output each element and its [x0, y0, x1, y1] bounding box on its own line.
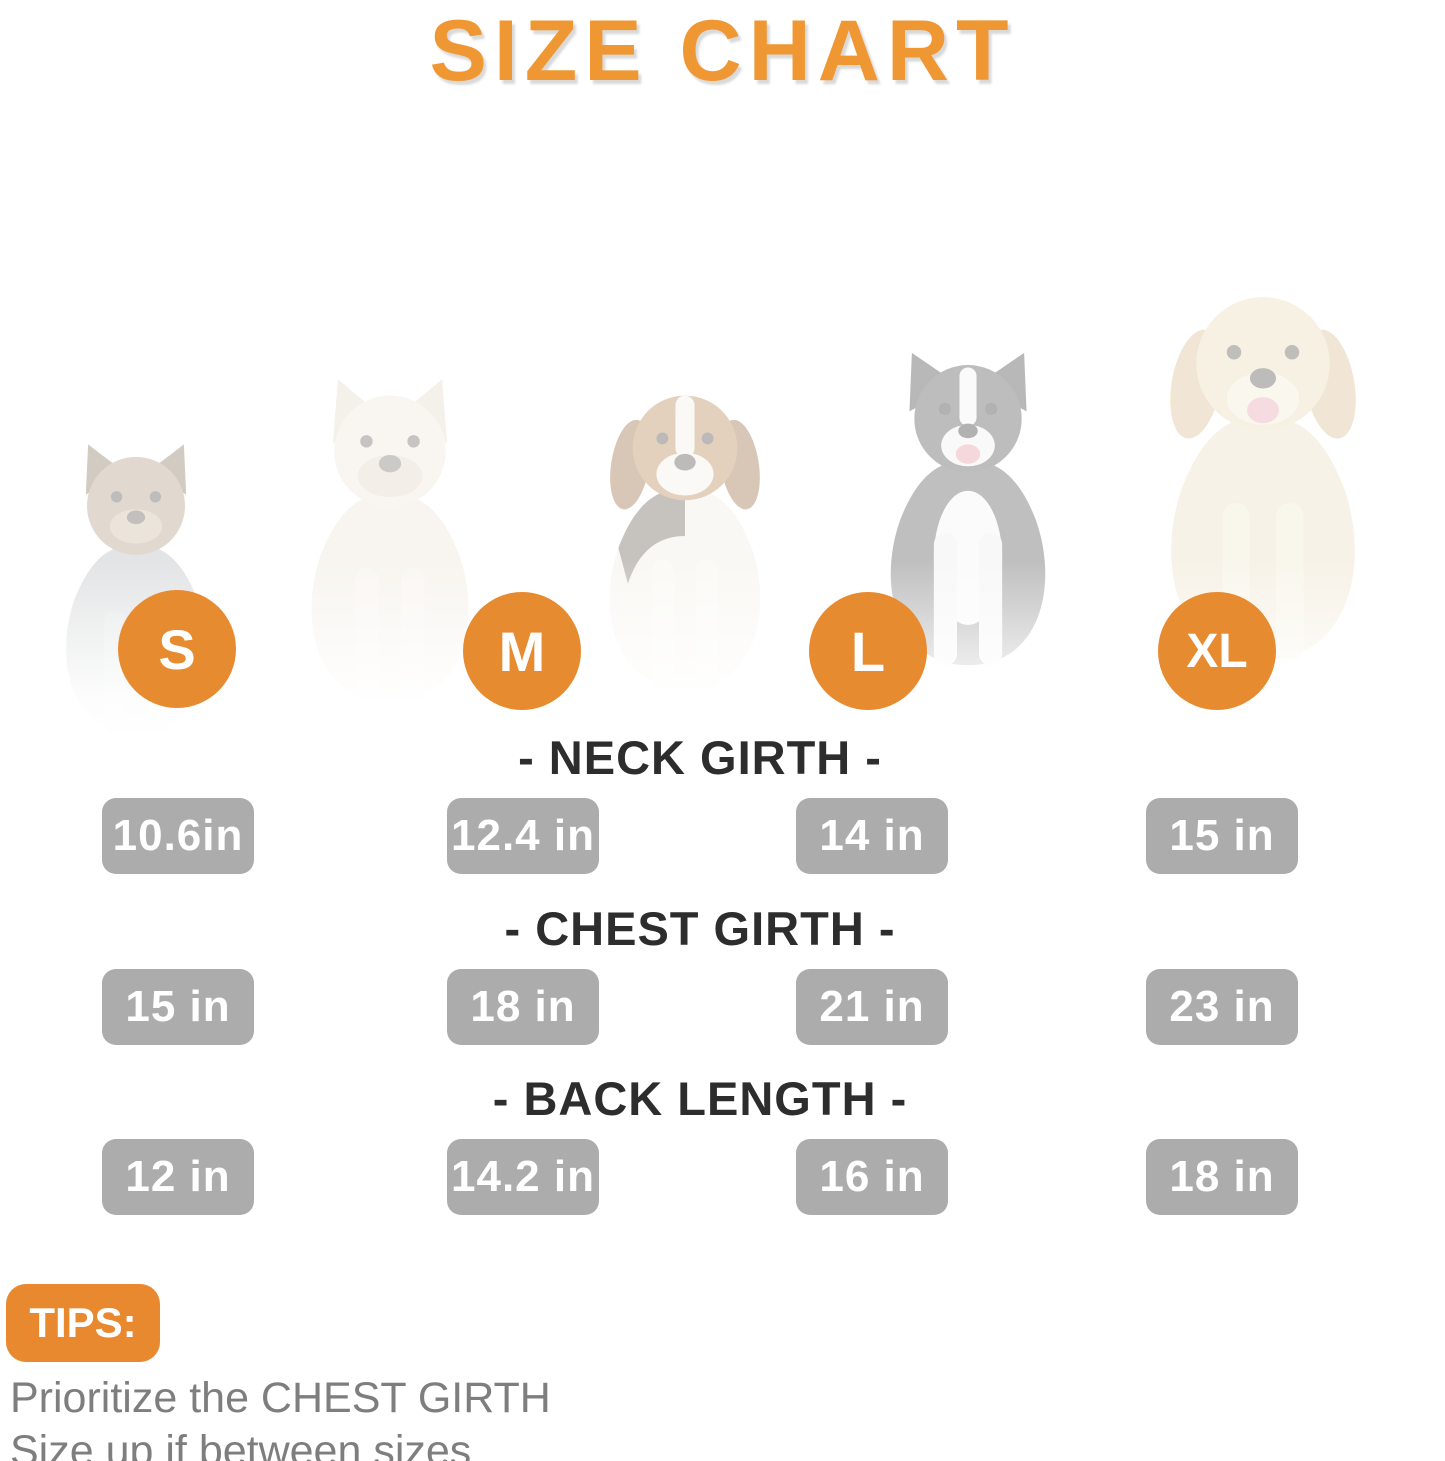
size-badge-label: M: [498, 619, 546, 683]
tips-badge-label: TIPS:: [29, 1299, 137, 1346]
size-badge-xl: XL: [1158, 592, 1276, 710]
size-badge-label: S: [158, 617, 196, 681]
back-length-heading: - BACK LENGTH -: [492, 1072, 908, 1125]
neck-girth-value-xl: 15 in: [1146, 798, 1298, 874]
tips-line-2: Size up if between sizes: [10, 1427, 472, 1461]
back-length-value-s: 12 in: [102, 1139, 254, 1215]
tips-line-1: Prioritize the CHEST GIRTH: [10, 1374, 551, 1422]
neck-girth-value-m: 12.4 in: [447, 798, 599, 874]
tips-text: Prioritize the CHEST GIRTH Size up if be…: [10, 1372, 910, 1461]
back-length-value-xl: 18 in: [1146, 1139, 1298, 1215]
back-length-value-l: 16 in: [796, 1139, 948, 1215]
size-badge-l: L: [809, 592, 927, 710]
chest-girth-value-l: 21 in: [796, 969, 948, 1045]
neck-girth-value-s: 10.6in: [102, 798, 254, 874]
size-badge-m: M: [463, 592, 581, 710]
tips-badge: TIPS:: [6, 1284, 160, 1362]
size-badge-label: L: [850, 619, 886, 683]
chest-girth-value-s: 15 in: [102, 969, 254, 1045]
chest-girth-value-xl: 23 in: [1146, 969, 1298, 1045]
page-title: SIZE CHART: [429, 3, 1016, 99]
neck-girth-heading: - NECK GIRTH -: [518, 731, 882, 784]
size-badge-s: S: [118, 590, 236, 708]
back-length-value-m: 14.2 in: [447, 1139, 599, 1215]
neck-girth-value-l: 14 in: [796, 798, 948, 874]
chest-girth-value-m: 18 in: [447, 969, 599, 1045]
size-badge-label: XL: [1186, 624, 1248, 678]
chest-girth-heading: - CHEST GIRTH -: [504, 902, 896, 955]
